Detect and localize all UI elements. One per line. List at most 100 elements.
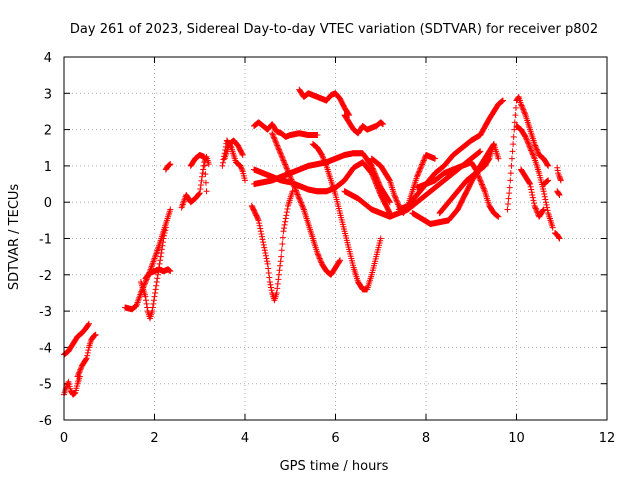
data-point-marker xyxy=(416,168,423,175)
data-point-marker xyxy=(549,224,556,231)
data-point-marker xyxy=(277,149,284,156)
data-point-marker xyxy=(374,184,381,191)
data-point-marker xyxy=(277,262,284,269)
data-point-marker xyxy=(201,162,208,169)
data-point-marker xyxy=(238,164,245,171)
data-point-marker xyxy=(262,250,269,257)
data-point-marker xyxy=(529,194,536,201)
data-point-marker xyxy=(369,172,376,179)
data-point-marker xyxy=(76,367,83,374)
data-point-marker xyxy=(239,152,246,159)
data-point-marker xyxy=(557,177,564,184)
data-point-marker xyxy=(527,144,534,151)
data-point-marker xyxy=(149,304,156,311)
data-point-marker xyxy=(197,181,204,188)
data-point-marker xyxy=(368,162,375,169)
data-point-marker xyxy=(297,199,304,206)
data-point-marker xyxy=(167,161,174,168)
data-point-marker xyxy=(391,191,398,198)
data-point-marker xyxy=(269,130,276,137)
data-point-marker xyxy=(375,185,382,192)
data-point-marker xyxy=(376,188,383,195)
y-axis-label: SDTVAR / TECUs xyxy=(7,184,22,291)
data-point-marker xyxy=(415,169,422,176)
data-point-marker xyxy=(238,165,245,172)
data-point-marker xyxy=(159,242,166,249)
y-tick-label: -5 xyxy=(39,378,52,393)
x-tick-label: 10 xyxy=(508,431,525,446)
data-point-marker xyxy=(198,177,205,184)
data-point-marker xyxy=(524,137,531,144)
data-point-marker xyxy=(527,146,534,153)
data-point-marker xyxy=(202,171,209,178)
data-point-marker xyxy=(200,166,207,173)
data-point-marker xyxy=(528,148,535,155)
data-point-marker xyxy=(532,142,539,149)
data-point-marker xyxy=(320,154,327,161)
data-point-marker xyxy=(478,181,485,188)
data-point-marker xyxy=(84,349,91,356)
data-point-marker xyxy=(337,257,344,264)
y-tick-label: 0 xyxy=(44,196,52,211)
data-point-marker xyxy=(419,160,426,167)
data-point-marker xyxy=(421,156,428,163)
series-track-aa xyxy=(513,122,556,231)
data-point-marker xyxy=(481,186,488,193)
data-point-marker xyxy=(283,165,290,172)
series-track-ae xyxy=(551,230,563,242)
data-point-marker xyxy=(386,198,393,205)
data-point-marker xyxy=(270,132,277,139)
data-point-marker xyxy=(526,180,533,187)
data-point-marker xyxy=(162,224,169,231)
x-tick-label: 8 xyxy=(422,431,430,446)
data-point-marker xyxy=(274,285,281,292)
data-point-marker xyxy=(271,135,278,142)
data-point-marker xyxy=(523,136,530,143)
y-tick-label: -1 xyxy=(39,233,52,248)
series-track-g xyxy=(162,161,174,173)
series-track-z xyxy=(504,93,552,213)
data-point-marker xyxy=(239,150,246,157)
data-point-marker xyxy=(505,195,512,202)
data-point-marker xyxy=(281,158,288,165)
data-point-marker xyxy=(158,250,165,257)
series-track-q xyxy=(296,86,353,119)
series-track-u xyxy=(368,152,439,217)
data-point-marker xyxy=(282,162,289,169)
data-point-marker xyxy=(197,186,204,193)
x-tick-label: 12 xyxy=(599,431,616,446)
data-point-marker xyxy=(504,206,511,213)
chart-title: Day 261 of 2023, Sidereal Day-to-day VTE… xyxy=(70,22,598,37)
data-point-marker xyxy=(376,189,383,196)
data-point-marker xyxy=(152,289,159,296)
x-tick-label: 0 xyxy=(60,431,68,446)
data-point-marker xyxy=(543,201,550,208)
y-tick-label: 1 xyxy=(44,160,52,175)
data-point-marker xyxy=(266,274,273,281)
data-point-marker xyxy=(219,162,226,169)
data-point-marker xyxy=(374,182,381,189)
data-point-marker xyxy=(320,156,327,163)
data-point-marker xyxy=(157,257,164,264)
data-point-marker xyxy=(298,201,305,208)
data-point-marker xyxy=(479,182,486,189)
data-point-marker xyxy=(522,133,529,140)
data-point-marker xyxy=(499,97,506,104)
plot-frame xyxy=(63,56,608,421)
data-point-marker xyxy=(160,235,167,242)
series-track-m xyxy=(251,119,321,140)
data-point-marker xyxy=(393,196,400,203)
data-point-marker xyxy=(279,234,286,241)
series-track-l xyxy=(248,188,296,304)
data-point-marker xyxy=(274,142,281,149)
data-point-marker xyxy=(237,162,244,169)
data-point-marker xyxy=(505,201,512,208)
data-point-marker xyxy=(282,215,289,222)
data-point-marker xyxy=(394,198,401,205)
data-point-marker xyxy=(281,225,288,232)
data-point-marker xyxy=(369,171,376,178)
data-point-marker xyxy=(532,205,539,212)
series-track-i xyxy=(187,152,210,195)
data-point-marker xyxy=(272,138,279,145)
data-point-marker xyxy=(271,137,278,144)
